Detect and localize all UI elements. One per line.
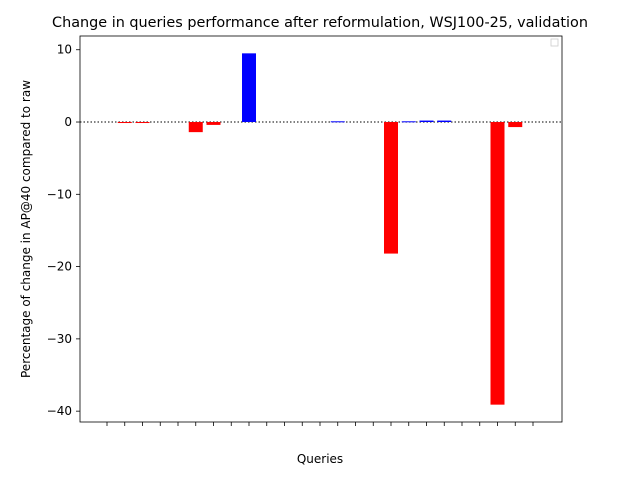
bar-query-2 bbox=[117, 122, 132, 124]
bar-query-18 bbox=[401, 121, 416, 123]
bar-query-19 bbox=[419, 120, 434, 123]
x-axis bbox=[106, 422, 534, 426]
bar-query-6 bbox=[188, 122, 203, 133]
legend-box bbox=[550, 38, 559, 47]
y-tick-label: −20 bbox=[47, 260, 72, 274]
bar-query-23 bbox=[490, 122, 505, 405]
bar-query-9 bbox=[242, 53, 256, 123]
x-axis-label: Queries bbox=[297, 452, 343, 466]
y-tick-label: 10 bbox=[57, 43, 72, 57]
y-axis: 10 0 −10 −20 −30 −40 bbox=[47, 43, 80, 418]
bar-query-14 bbox=[330, 121, 345, 123]
bar-query-7 bbox=[206, 122, 221, 125]
y-tick-label: −10 bbox=[47, 187, 72, 201]
bar-query-20 bbox=[437, 120, 452, 123]
y-tick-label: −30 bbox=[47, 332, 72, 346]
plot-area bbox=[80, 53, 562, 405]
bar-query-17 bbox=[384, 122, 398, 254]
bar-query-3 bbox=[135, 122, 150, 124]
y-axis-label: Percentage of change in AP@40 compared t… bbox=[19, 80, 33, 378]
chart-title: Change in queries performance after refo… bbox=[52, 15, 588, 31]
bar-query-24 bbox=[508, 122, 523, 128]
plot-frame bbox=[79, 35, 563, 423]
y-tick-label: −40 bbox=[47, 404, 72, 418]
y-tick-label: 0 bbox=[64, 115, 72, 129]
